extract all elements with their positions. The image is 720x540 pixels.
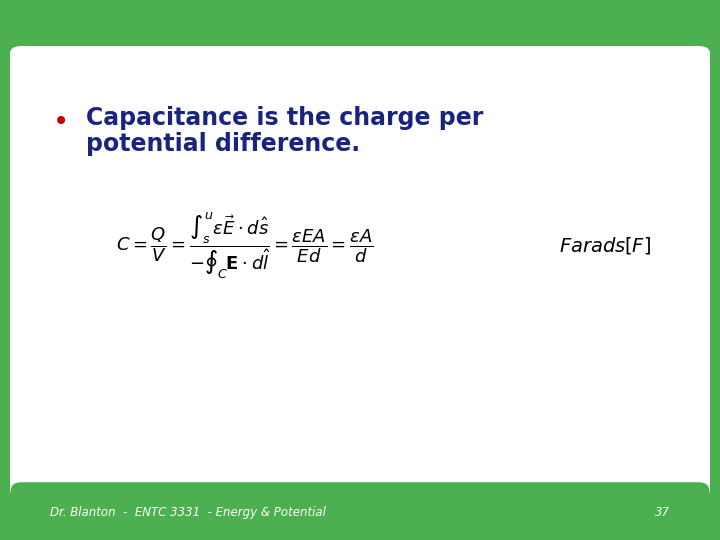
FancyBboxPatch shape: [11, 482, 709, 540]
Text: $\mathit{Farads}[F]$: $\mathit{Farads}[F]$: [559, 235, 651, 256]
Text: potential difference.: potential difference.: [86, 132, 361, 156]
Text: $C = \dfrac{Q}{V} = \dfrac{\int_{s}^{u} \varepsilon\vec{E} \cdot d\hat{s}}{-\oin: $C = \dfrac{Q}{V} = \dfrac{\int_{s}^{u} …: [116, 211, 374, 281]
Text: •: •: [53, 107, 69, 136]
Text: Dr. Blanton  -  ENTC 3331  - Energy & Potential: Dr. Blanton - ENTC 3331 - Energy & Poten…: [50, 506, 326, 519]
Text: 37: 37: [654, 506, 670, 519]
Text: Capacitance is the charge per: Capacitance is the charge per: [86, 106, 484, 130]
FancyBboxPatch shape: [11, 0, 709, 76]
FancyBboxPatch shape: [7, 43, 713, 500]
